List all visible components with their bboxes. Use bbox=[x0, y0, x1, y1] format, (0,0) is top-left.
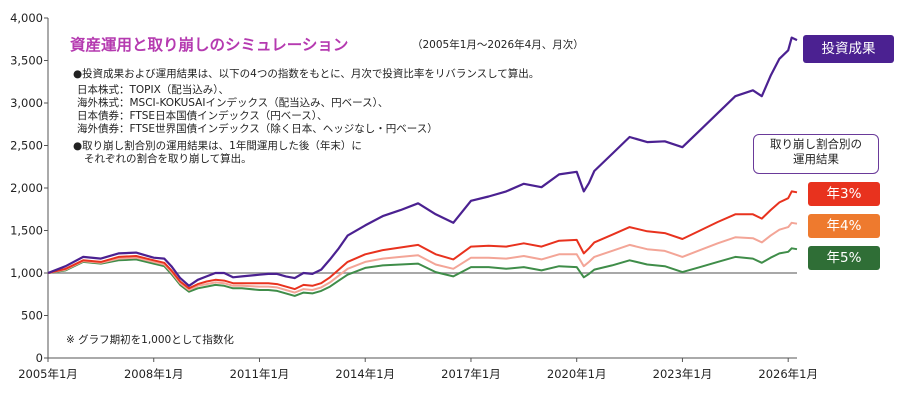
x-tick-label: 2026年1月 bbox=[758, 367, 818, 381]
series-line-w4 bbox=[47, 221, 798, 294]
chart-axes: 0 500 1,000 1,500 2,000 2,500 3,000 3,500 4,000 2… bbox=[10, 11, 818, 381]
description-line: ●投資成果および運用結果は、以下の4つの指数をもとに、月次で投資比率をリバランス… bbox=[73, 68, 540, 80]
series-label-w5: 年5% bbox=[808, 246, 880, 270]
description-line: ●取り崩し割合別の運用結果は、1年間運用した後（年末）に bbox=[73, 140, 362, 152]
x-tick-label: 2023年1月 bbox=[653, 367, 713, 381]
series-label-w4: 年4% bbox=[808, 214, 880, 238]
chart-note: ※ グラフ期初を1,000として指数化 bbox=[66, 334, 234, 346]
series-line-investment bbox=[47, 36, 798, 287]
chart-period: （2005年1月～2026年4月、月次） bbox=[412, 39, 584, 51]
chart-title: 資産運用と取り崩しのシミュレーション bbox=[70, 36, 349, 54]
description-line: それぞれの割合を取り崩して算出。 bbox=[84, 153, 252, 165]
x-tick-label: 2020年1月 bbox=[547, 367, 607, 381]
x-tick-label: 2011年1月 bbox=[230, 367, 290, 381]
series-line-w3 bbox=[47, 190, 798, 291]
description-line: 日本株式：TOPIX（配当込み）、 bbox=[77, 84, 230, 96]
y-tick-label: 1,000 bbox=[10, 266, 43, 280]
y-tick-label: 2,000 bbox=[10, 181, 43, 195]
y-tick-label: 1,500 bbox=[10, 224, 43, 238]
series-label-w3: 年3% bbox=[808, 182, 880, 206]
x-tick-label: 2008年1月 bbox=[124, 367, 184, 381]
x-tick-label: 2005年1月 bbox=[18, 367, 78, 381]
y-tick-label: 3,000 bbox=[10, 96, 43, 110]
y-tick-label: 0 bbox=[36, 351, 43, 365]
description-line: 日本債券：FTSE日本国債インデックス（円ベース）、 bbox=[77, 110, 328, 122]
description-line: 海外株式：MSCI-KOKUSAIインデックス（配当込み、円ベース）、 bbox=[77, 97, 389, 109]
y-tick-label: 4,000 bbox=[10, 11, 43, 25]
series-label-investment: 投資成果 bbox=[803, 35, 894, 63]
y-tick-label: 3,500 bbox=[10, 54, 43, 68]
y-tick-label: 2,500 bbox=[10, 139, 43, 153]
x-tick-label: 2014年1月 bbox=[335, 367, 395, 381]
withdrawal-legend-box: 取り崩し割合別の 運用結果 bbox=[753, 134, 879, 174]
y-tick-label: 500 bbox=[21, 309, 43, 323]
chart-series bbox=[47, 36, 798, 297]
description-line: 海外債券：FTSE世界国債インデックス（除く日本、ヘッジなし・円ベース） bbox=[77, 123, 438, 135]
x-tick-label: 2017年1月 bbox=[441, 367, 501, 381]
series-line-w5 bbox=[47, 247, 798, 297]
